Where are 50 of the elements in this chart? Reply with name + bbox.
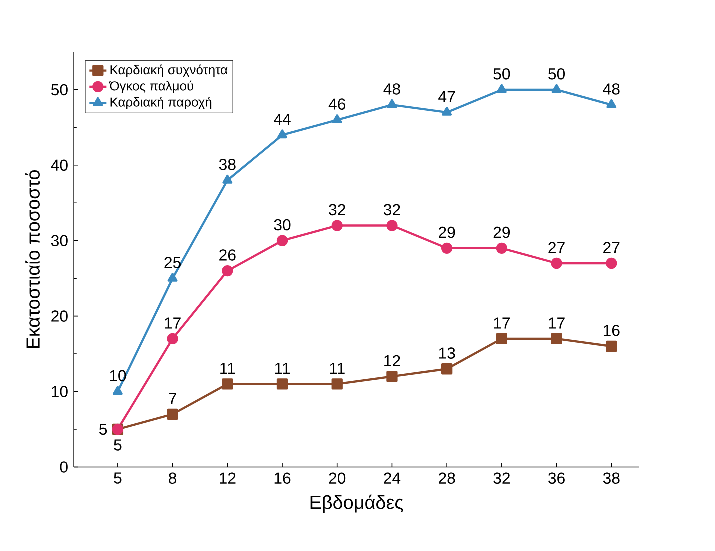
- data-label: 17: [549, 318, 565, 329]
- x-tick-label: 24: [384, 472, 401, 484]
- data-label: 12: [384, 355, 400, 366]
- x-tick-label: 8: [169, 472, 177, 484]
- x-tick-label: 20: [329, 472, 346, 484]
- legend-label: Καρδιακή παροχή: [110, 96, 212, 110]
- x-tick-label: 38: [603, 472, 620, 484]
- y-tick-label: 50: [51, 84, 68, 96]
- y-tick-label: 30: [51, 235, 68, 247]
- legend-label: Καρδιακή συχνότητα: [110, 64, 228, 78]
- data-label: 17: [165, 318, 181, 329]
- x-tick-label: 5: [114, 472, 122, 484]
- data-label: 25: [164, 257, 181, 268]
- x-tick-label: 32: [494, 472, 510, 484]
- data-label: 5: [114, 440, 122, 451]
- y-tick-label: 0: [60, 462, 68, 473]
- data-label: 32: [384, 204, 400, 216]
- data-label: 48: [384, 84, 400, 95]
- data-label: 29: [494, 226, 510, 238]
- data-label: 13: [439, 348, 456, 359]
- data-label: 26: [220, 250, 236, 261]
- x-tick-label: 28: [439, 472, 456, 484]
- data-label: 11: [275, 363, 290, 374]
- data-label: 7: [169, 393, 176, 404]
- y-axis-title: Εκατοστιαίο ποσοστό: [26, 170, 40, 348]
- data-label: 47: [438, 91, 456, 102]
- data-label: 27: [604, 242, 620, 254]
- data-label: 29: [439, 226, 456, 238]
- y-tick-label: 20: [52, 310, 68, 322]
- data-label: 30: [274, 219, 291, 231]
- x-tick-label: 12: [220, 472, 236, 484]
- data-label: 50: [548, 68, 566, 80]
- x-tick-label: 16: [274, 472, 291, 484]
- data-label: 46: [328, 98, 346, 110]
- y-tick-label: 10: [52, 386, 68, 398]
- data-label: 16: [604, 325, 620, 336]
- data-label: 48: [603, 84, 620, 95]
- y-tick-label: 40: [51, 160, 68, 172]
- data-label: 32: [329, 204, 346, 216]
- data-label: 38: [219, 159, 236, 170]
- data-label: 5: [100, 424, 108, 436]
- x-tick-label: 36: [548, 472, 565, 484]
- legend-label: Όγκος παλμού: [109, 80, 194, 94]
- data-label: 27: [548, 242, 565, 254]
- data-label: 44: [274, 114, 291, 126]
- data-label: 17: [494, 318, 510, 329]
- data-label: 11: [220, 363, 236, 374]
- data-label: 11: [330, 363, 345, 374]
- x-axis-title: Εβδομάδες: [310, 494, 404, 514]
- data-label: 50: [494, 68, 510, 80]
